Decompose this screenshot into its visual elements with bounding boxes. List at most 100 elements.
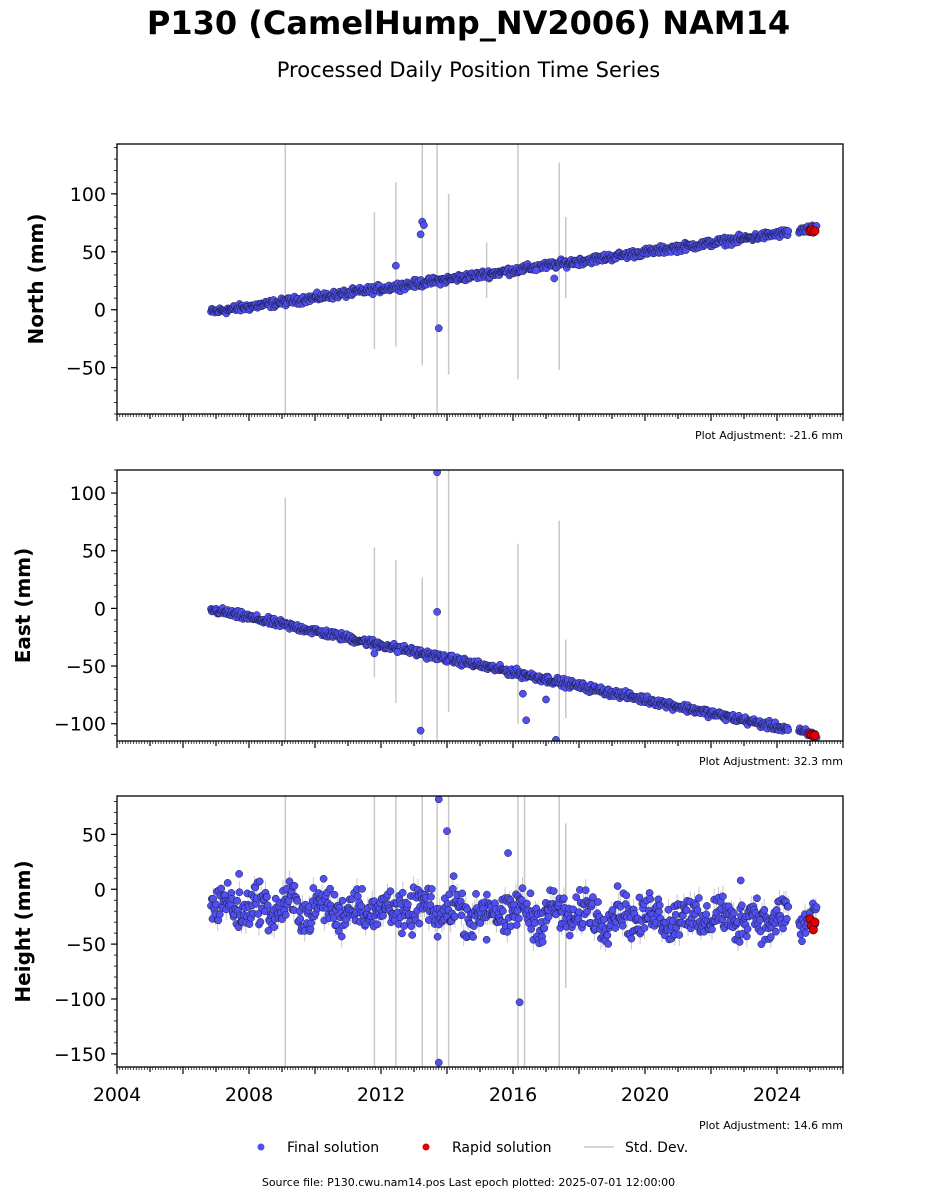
height-final-point — [779, 924, 787, 933]
north-final-point — [550, 274, 559, 283]
height-final-point — [403, 900, 412, 909]
height-final-point — [515, 998, 524, 1007]
east-final-point — [519, 689, 527, 698]
height-final-point — [263, 893, 271, 901]
height-final-point — [671, 910, 680, 919]
height-final-point — [458, 889, 467, 898]
east-final-point — [370, 649, 379, 658]
height-final-point — [451, 912, 459, 921]
height-final-point — [235, 870, 243, 878]
east-final-point — [552, 735, 560, 741]
height-final-point — [549, 887, 558, 895]
height-final-point — [457, 911, 466, 920]
height-final-point — [544, 912, 553, 921]
height-final-point — [646, 895, 655, 903]
height-final-point — [798, 937, 806, 946]
east-ytick-label: 50 — [82, 541, 106, 563]
height-final-point — [270, 923, 279, 931]
height-final-point — [255, 877, 264, 886]
height-final-point — [518, 884, 527, 893]
height-final-point — [594, 898, 602, 906]
height-final-point — [264, 926, 273, 935]
legend-std-label: Std. Dev. — [625, 1140, 688, 1156]
height-final-point — [433, 932, 442, 941]
height-final-point — [693, 906, 702, 914]
height-final-point — [254, 910, 263, 918]
height-ytick-label: 50 — [82, 824, 106, 846]
height-final-point — [217, 884, 226, 893]
height-final-point — [635, 893, 644, 902]
legend-final-label: Final solution — [287, 1140, 379, 1156]
north-ylabel: North (mm) — [24, 213, 48, 344]
height-xtick-label: 2024 — [753, 1084, 801, 1106]
legend: Final solution Rapid solution Std. Dev. — [257, 1140, 688, 1156]
height-final-point — [445, 890, 454, 899]
height-final-point — [742, 932, 751, 941]
height-final-point — [719, 892, 727, 901]
height-final-point — [293, 897, 302, 905]
height-xtick-label: 2020 — [621, 1084, 669, 1106]
east-final-point — [542, 695, 550, 704]
east-ytick-label: −50 — [66, 656, 106, 678]
height-final-point — [503, 928, 512, 936]
height-final-point — [472, 890, 480, 898]
height-final-point — [443, 827, 451, 835]
height-final-point — [695, 894, 703, 902]
north-ytick-label: 50 — [82, 242, 106, 264]
north-plot-adjustment: Plot Adjustment: -21.6 mm — [695, 429, 843, 442]
height-final-point — [736, 876, 745, 885]
height-final-point — [589, 893, 597, 901]
height-final-point — [449, 872, 458, 880]
height-plot-adjustment: Plot Adjustment: 14.6 mm — [698, 1119, 843, 1132]
height-ytick-label: −150 — [54, 1044, 106, 1066]
north-final-point — [416, 230, 425, 239]
height-ytick-label: 0 — [94, 879, 106, 901]
east-ylabel: East (mm) — [11, 548, 35, 664]
height-final-point — [342, 915, 350, 924]
height-final-point — [526, 889, 535, 898]
height-final-point — [407, 922, 416, 931]
height-final-point — [772, 927, 780, 936]
east-final-point — [433, 470, 441, 477]
height-final-point — [613, 882, 622, 890]
height-final-point — [332, 920, 341, 929]
height-final-point — [215, 910, 224, 919]
height-final-point — [504, 849, 512, 857]
north-panel: −50 0 50 100 North (mm) — [24, 143, 844, 421]
north-rapid-point — [810, 226, 820, 236]
height-final-point — [448, 884, 457, 893]
height-final-point — [581, 886, 590, 895]
height-final-point — [812, 903, 821, 911]
east-final-point — [393, 648, 402, 657]
height-final-point — [627, 934, 636, 943]
north-ytick-label: −50 — [66, 358, 106, 380]
north-final-point — [532, 266, 540, 275]
height-final-point — [608, 906, 617, 914]
height-final-point — [572, 893, 581, 901]
height-final-point — [398, 888, 407, 897]
height-final-point — [235, 888, 244, 897]
east-axes-frame — [116, 469, 844, 742]
east-ytick-label: 0 — [94, 598, 106, 620]
height-final-point — [357, 902, 366, 911]
east-rapid-point — [810, 730, 820, 740]
height-final-point — [330, 890, 339, 899]
height-final-point — [512, 921, 521, 929]
height-final-point — [434, 1058, 443, 1067]
east-ytick-label: −100 — [54, 714, 106, 736]
height-xtick-label: 2008 — [225, 1084, 273, 1106]
height-final-point — [756, 916, 764, 924]
source-file-note: Source file: P130.cwu.nam14.pos Last epo… — [261, 1176, 676, 1189]
height-final-point — [538, 938, 547, 946]
height-final-point — [527, 925, 536, 933]
height-final-point — [675, 931, 684, 939]
legend-final-marker — [257, 1143, 265, 1151]
height-final-point — [233, 897, 242, 905]
height-final-point — [735, 938, 744, 946]
height-final-point — [319, 874, 328, 883]
height-final-point — [482, 935, 491, 944]
chart-title: P130 (CamelHump_NV2006) NAM14 — [146, 4, 791, 42]
height-final-point — [353, 892, 362, 901]
height-final-point — [523, 899, 531, 908]
height-final-point — [743, 925, 752, 933]
